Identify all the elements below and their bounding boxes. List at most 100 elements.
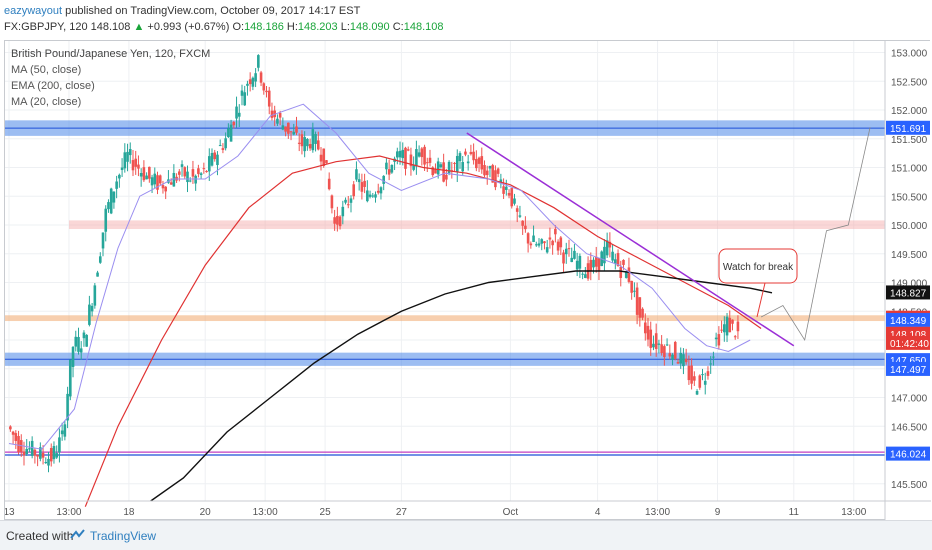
candle-body [382,175,385,184]
candle-body [717,334,721,346]
candle-body [649,329,653,348]
close-label: C: [392,21,404,33]
candle-body [295,126,298,133]
price-tick-label: 149.000 [891,279,928,290]
legend-ma50: MA (50, close) [11,64,81,76]
candle-body [480,156,484,170]
candle-body [186,171,189,183]
candle-body [319,154,323,162]
candle-body [137,164,140,169]
legend: British Pound/Japanese Yen, 120, FXCM MA… [11,48,210,108]
candle-body [183,167,187,177]
candle-body [611,251,614,261]
candle-body [428,157,432,163]
candle-body [434,169,437,174]
candle-body [534,244,538,246]
candle-body [477,157,481,164]
price-axis: 145.500146.000146.500147.000147.500148.0… [884,41,931,521]
candle-body [461,162,465,172]
candle-body [472,151,475,161]
candle-body [90,305,94,312]
candle-body [584,274,587,278]
candle-body [352,184,356,197]
candle-body [499,179,503,184]
price-tick-label: 151.000 [891,164,928,175]
candle-body [11,431,15,435]
candle-body [126,151,129,162]
created-with-label: Created with [6,529,74,543]
candle-body [543,241,546,244]
candle-body [709,363,712,365]
candle-body [300,134,304,147]
candle-body [706,371,710,376]
candle-body [573,250,576,259]
candle-body [733,336,737,338]
candle-body [325,160,328,164]
candle-body [594,256,598,267]
candle-body [635,287,639,315]
candle-body [237,112,241,117]
candle-body [262,83,266,91]
candle-body [469,151,473,155]
legend-title: British Pound/Japanese Yen, 120, FXCM [11,48,210,60]
candle-body [630,280,633,293]
candle-body [28,448,31,450]
candle-body [161,185,165,189]
candle-body [36,455,39,457]
candle-body [60,430,64,435]
candle-body [156,175,159,190]
candle-body [404,147,407,169]
candle-body [616,253,620,266]
candle-body [265,90,268,93]
candle-body [679,352,683,364]
price-tag [886,285,930,300]
time-tick-label: 18 [123,507,135,518]
candle-body [346,204,350,206]
candle-body [58,437,61,453]
trendline [466,132,795,347]
candle-body [235,106,238,119]
candle-body [374,194,377,198]
annotation-callout: Watch for break [718,248,798,318]
candle-body [44,461,48,464]
candle-body [112,191,116,203]
candle-body [107,202,110,210]
price-chart[interactable]: 145.500146.000146.500147.000147.500148.0… [3,41,931,521]
author-link[interactable]: eazywayout [4,5,63,17]
candle-body [248,79,252,85]
chart-frame[interactable]: 145.500146.000146.500147.000147.500148.0… [3,40,931,521]
candle-body [570,257,574,263]
price-tag-label: 148.108 [890,330,927,341]
candle-body [88,304,91,325]
candle-body [93,285,97,306]
candle-body [178,171,181,175]
candle-body [270,110,274,118]
footer: Created with TradingView [0,520,932,550]
candle-body [668,353,672,357]
candle-body [257,55,260,68]
candle-body [287,122,290,134]
candle-body [423,146,426,165]
legend-ma20: MA (20, close) [11,96,81,108]
candle-body [79,348,83,353]
series-line [84,155,762,507]
candle-body [701,374,704,376]
candle-body [515,208,519,212]
candle-body [210,152,214,166]
candle-body [85,334,88,347]
candle-body [690,365,693,384]
candle-body [82,332,86,339]
candle-body [412,164,415,170]
candle-body [243,92,247,106]
candle-body [251,77,255,87]
candle-body [316,140,320,150]
candle-body [232,121,236,126]
candle-body [643,322,647,334]
tradingview-brand[interactable]: TradingView [90,529,157,543]
candle-body [115,181,118,189]
price-tag [886,446,930,461]
candle-body [98,256,102,263]
candle-body [663,346,666,358]
candle-body [368,194,372,197]
price-tick-label: 145.500 [891,480,928,491]
